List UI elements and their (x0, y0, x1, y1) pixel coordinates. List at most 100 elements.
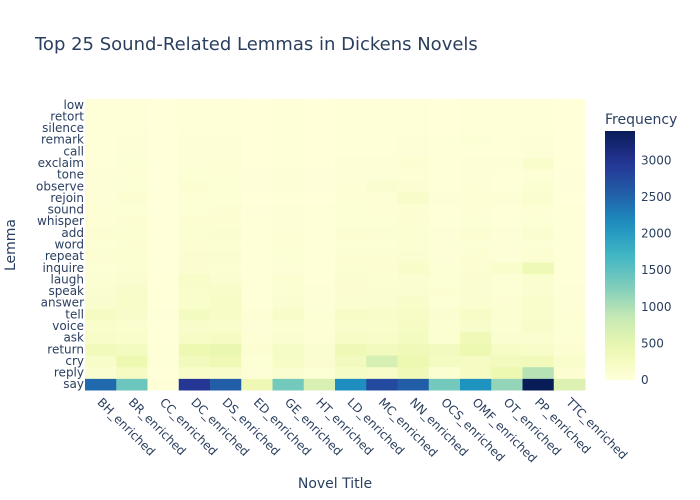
y-tick-label: retort (50, 109, 84, 123)
heatmap-cell (491, 110, 523, 123)
heatmap-cell (522, 145, 555, 158)
heatmap-cell (241, 122, 273, 135)
heatmap-cell (147, 273, 180, 286)
y-tick-label: cry (65, 354, 84, 368)
heatmap-cell (210, 261, 242, 275)
heatmap-cell (303, 180, 336, 193)
heatmap-cell (522, 320, 555, 333)
heatmap-cell (522, 261, 555, 275)
heatmap-cell (272, 133, 305, 147)
heatmap-cell (178, 110, 211, 123)
heatmap-cell (116, 168, 148, 181)
heatmap-cell (116, 192, 148, 205)
heatmap-cell (147, 296, 180, 310)
heatmap-cell (491, 366, 523, 379)
heatmap-cell (210, 99, 242, 112)
heatmap-cell (397, 192, 430, 205)
heatmap-cell (460, 366, 492, 379)
heatmap-cell (272, 273, 305, 286)
heatmap-cell (116, 308, 148, 321)
heatmap-cell (428, 331, 461, 344)
heatmap-cell (366, 157, 398, 170)
heatmap-cell (428, 227, 461, 240)
heatmap-cell (553, 99, 586, 112)
heatmap-cell (178, 308, 211, 321)
heatmap-cell (553, 343, 586, 356)
heatmap-cell (85, 168, 117, 181)
heatmap-cell (428, 180, 461, 193)
heatmap-cell (491, 343, 523, 356)
y-tick-label: voice (52, 319, 84, 333)
heatmap-cell (178, 296, 211, 310)
x-tick-labels: BH_enrichedBR_enrichedCC_enrichedDC_enri… (95, 395, 631, 466)
heatmap-cell (210, 227, 242, 240)
heatmap-cell (241, 133, 273, 147)
heatmap-cell (366, 99, 398, 112)
heatmap-cell (147, 227, 180, 240)
heatmap-cell (397, 227, 430, 240)
heatmap-cell (553, 285, 586, 298)
heatmap-cell (428, 157, 461, 170)
heatmap-cell (116, 145, 148, 158)
heatmap-cell (303, 110, 336, 123)
heatmap-cell (241, 308, 273, 321)
heatmap-cell (397, 250, 430, 263)
heatmap-cell (178, 99, 211, 112)
heatmap-cell (366, 308, 398, 321)
heatmap-cell (366, 285, 398, 298)
heatmap-cell (272, 285, 305, 298)
heatmap-cell (428, 296, 461, 310)
heatmap-cell (116, 122, 148, 135)
heatmap-cell (491, 250, 523, 263)
heatmap-cell (491, 355, 523, 368)
heatmap-cell (397, 133, 430, 147)
heatmap-cell (491, 122, 523, 135)
heatmap-cell (303, 122, 336, 135)
heatmap-cell (178, 273, 211, 286)
heatmap-cell (460, 261, 492, 275)
heatmap-cell (335, 168, 367, 181)
heatmap-cell (178, 133, 211, 147)
heatmap-cell (522, 308, 555, 321)
heatmap-cell (85, 203, 117, 216)
heatmap-cell (491, 133, 523, 147)
heatmap-cells (85, 99, 586, 391)
heatmap-cell (303, 296, 336, 310)
heatmap-cell (366, 203, 398, 216)
heatmap-cell (522, 122, 555, 135)
colorbar (605, 131, 635, 380)
heatmap-cell (241, 273, 273, 286)
heatmap-cell (335, 355, 367, 368)
heatmap-cell (460, 343, 492, 356)
heatmap-cell (335, 227, 367, 240)
heatmap-cell (460, 227, 492, 240)
heatmap-cell (428, 250, 461, 263)
heatmap-cell (397, 378, 430, 391)
heatmap-cell (116, 215, 148, 228)
heatmap-cell (303, 145, 336, 158)
heatmap-cell (241, 343, 273, 356)
heatmap-cell (428, 378, 461, 391)
heatmap-cell (147, 320, 180, 333)
heatmap-cell (460, 320, 492, 333)
heatmap-cell (522, 273, 555, 286)
heatmap-cell (85, 285, 117, 298)
heatmap-cell (553, 331, 586, 344)
heatmap-cell (522, 168, 555, 181)
heatmap-cell (397, 203, 430, 216)
heatmap-cell (522, 296, 555, 310)
heatmap-cell (241, 285, 273, 298)
heatmap-cell (303, 355, 336, 368)
heatmap-cell (553, 355, 586, 368)
y-tick-label: word (55, 238, 85, 252)
heatmap-cell (553, 203, 586, 216)
y-tick-label: add (61, 226, 84, 240)
heatmap-cell (303, 215, 336, 228)
heatmap-cell (460, 285, 492, 298)
heatmap-cell (85, 192, 117, 205)
heatmap-cell (335, 122, 367, 135)
heatmap-cell (428, 99, 461, 112)
heatmap-cell (303, 366, 336, 379)
y-tick-label: answer (41, 296, 84, 310)
heatmap-cell (241, 99, 273, 112)
